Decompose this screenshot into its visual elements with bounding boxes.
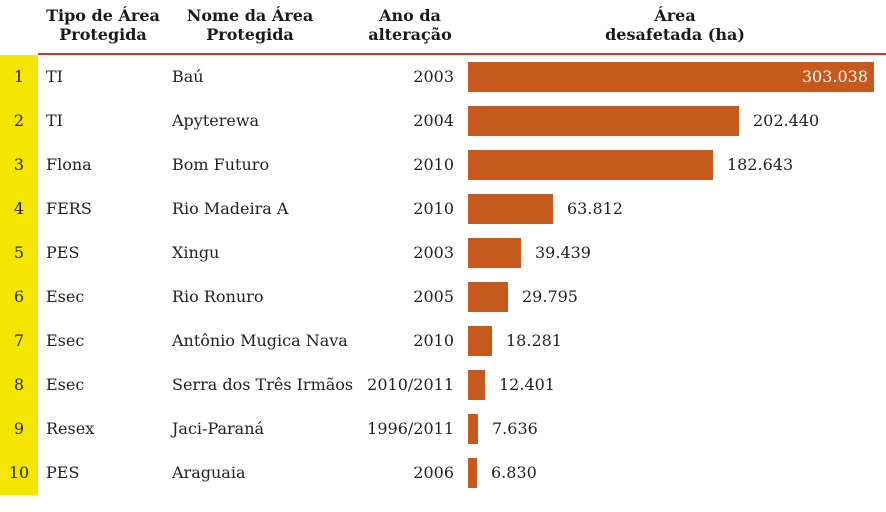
row-name: Apyterewa <box>172 111 260 130</box>
row-index: 4 <box>13 199 25 218</box>
table-header: Tipo de Área Protegida Nome da Área Prot… <box>0 0 886 52</box>
table-row: 4 FERS Rio Madeira A 2010 63.812 <box>0 187 886 231</box>
bar <box>468 326 492 356</box>
row-index: 7 <box>13 331 25 350</box>
bar <box>468 150 713 180</box>
row-year: 2010 <box>413 155 454 174</box>
bar <box>468 370 485 400</box>
table-row: 9 Resex Jaci-Paraná 1996/2011 7.636 <box>0 407 886 451</box>
row-year: 2010/2011 <box>367 375 454 394</box>
header-rule <box>38 53 886 55</box>
table-row: 1 TI Baú 2003 303.038 <box>0 55 886 99</box>
bar-value-label: 12.401 <box>499 375 555 394</box>
row-index: 9 <box>13 419 25 438</box>
bar <box>468 238 521 268</box>
bar-value-label: 182.643 <box>727 155 794 174</box>
row-type: FERS <box>46 199 92 218</box>
row-name: Baú <box>172 67 204 86</box>
bar-value-label: 6.830 <box>491 463 537 482</box>
bar-value-label: 202.440 <box>753 111 820 130</box>
bar-value-label: 303.038 <box>801 67 868 86</box>
bar <box>468 106 739 136</box>
row-year: 2010 <box>413 199 454 218</box>
row-name: Antônio Mugica Nava <box>172 331 348 350</box>
row-index: 2 <box>13 111 25 130</box>
bar-value-label: 63.812 <box>567 199 623 218</box>
bar <box>468 194 553 224</box>
bar-value-label: 7.636 <box>492 419 538 438</box>
row-name: Araguaia <box>172 463 246 482</box>
row-name: Xingu <box>172 243 220 262</box>
row-year: 2004 <box>413 111 454 130</box>
row-year: 2010 <box>413 331 454 350</box>
row-year: 1996/2011 <box>367 419 454 438</box>
table-row: 10 PES Araguaia 2006 6.830 <box>0 451 886 495</box>
row-name: Jaci-Paraná <box>172 419 265 438</box>
row-type: PES <box>46 463 80 482</box>
row-type: Esec <box>46 331 85 350</box>
bar-value-label: 29.795 <box>522 287 578 306</box>
header-area: Área desafetada (ha) <box>605 6 745 44</box>
table-row: 7 Esec Antônio Mugica Nava 2010 18.281 <box>0 319 886 363</box>
bar <box>468 414 478 444</box>
row-type: TI <box>46 111 63 130</box>
bar-value-label: 39.439 <box>535 243 591 262</box>
bar <box>468 282 508 312</box>
header-type: Tipo de Área Protegida <box>46 6 160 44</box>
row-type: TI <box>46 67 63 86</box>
row-type: Flona <box>46 155 92 174</box>
row-year: 2003 <box>413 243 454 262</box>
table-row: 2 TI Apyterewa 2004 202.440 <box>0 99 886 143</box>
row-index: 5 <box>13 243 25 262</box>
row-year: 2005 <box>413 287 454 306</box>
row-year: 2006 <box>413 463 454 482</box>
header-year: Ano da alteração <box>368 6 452 44</box>
row-index: 6 <box>13 287 25 306</box>
table-row: 8 Esec Serra dos Três Irmãos 2010/2011 12.40… <box>0 363 886 407</box>
index-band <box>0 55 38 495</box>
bar-value-label: 18.281 <box>506 331 562 350</box>
table-row: 3 Flona Bom Futuro 2010 182.643 <box>0 143 886 187</box>
row-name: Rio Ronuro <box>172 287 264 306</box>
row-name: Rio Madeira A <box>172 199 289 218</box>
row-name: Serra dos Três Irmãos <box>172 375 354 394</box>
table-row: 6 Esec Rio Ronuro 2005 29.795 <box>0 275 886 319</box>
row-year: 2003 <box>413 67 454 86</box>
row-index: 3 <box>13 155 25 174</box>
table-row: 5 PES Xingu 2003 39.439 <box>0 231 886 275</box>
row-index: 1 <box>13 67 25 86</box>
row-index: 10 <box>8 463 30 482</box>
bar <box>468 458 477 488</box>
row-type: Resex <box>46 419 95 438</box>
row-type: Esec <box>46 287 85 306</box>
bar <box>468 62 874 92</box>
header-name: Nome da Área Protegida <box>186 6 314 44</box>
row-name: Bom Futuro <box>172 155 270 174</box>
row-type: Esec <box>46 375 85 394</box>
row-type: PES <box>46 243 80 262</box>
row-index: 8 <box>13 375 25 394</box>
